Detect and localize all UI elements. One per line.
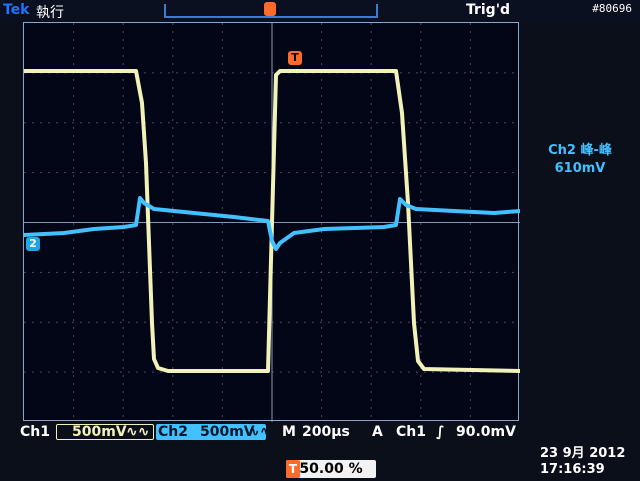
ch1-label[interactable]: Ch1	[20, 424, 50, 440]
bottom-status-bar: Ch1 500mV ∿∿ Ch2 500mV ∿∿ M 200µs A Ch1 …	[0, 422, 640, 481]
top-status-bar: Tek 執行 Trig'd #80696	[0, 0, 640, 22]
trigger-mode: A	[372, 424, 383, 440]
trigger-position-value: 50.00 %	[299, 461, 363, 477]
image-id-label: #80696	[592, 2, 632, 15]
trigger-position-icon: T	[286, 460, 300, 478]
trigger-status: Trig'd	[465, 2, 510, 18]
waveform-screen: T 2	[23, 22, 520, 422]
trigger-position-percent: 50.00 %	[286, 460, 376, 478]
measurement-label: Ch2 峰-峰	[548, 143, 612, 158]
ch1-scale-value[interactable]: 500mV	[72, 424, 127, 440]
ch1-scale-box[interactable]	[56, 424, 154, 440]
ch2-label[interactable]: Ch2	[158, 424, 188, 440]
date-label: 23 9月 2012	[540, 446, 626, 461]
record-trigger-marker	[264, 2, 276, 16]
run-status: 執行	[36, 5, 64, 21]
timebase-label: M	[282, 424, 296, 440]
scope-grid-and-traces	[24, 23, 520, 422]
ch2-scale-box[interactable]	[156, 424, 266, 440]
record-view-bar	[164, 4, 378, 18]
ch2-waveform	[24, 196, 520, 251]
ch1-waveform	[24, 69, 520, 373]
time-label: 17:16:39	[540, 462, 605, 477]
ch1-coupling-icon: ∿∿	[126, 424, 150, 440]
trigger-position-marker[interactable]: T	[288, 51, 302, 65]
ch2-coupling-icon: ∿∿	[248, 424, 272, 440]
timebase-value[interactable]: 200µs	[302, 424, 350, 440]
trigger-level[interactable]: 90.0mV	[456, 424, 516, 440]
ch2-scale-value[interactable]: 500mV	[200, 424, 255, 440]
measurement-readout: Ch2 峰-峰 610mV	[530, 142, 630, 178]
trigger-slope-icon: ∫	[436, 424, 445, 440]
brand-logo: Tek	[3, 2, 30, 18]
ch2-ground-marker[interactable]: 2	[26, 237, 40, 251]
datetime: 23 9月 2012 17:16:39	[540, 446, 640, 478]
trigger-source[interactable]: Ch1	[396, 424, 426, 440]
measurement-value: 610mV	[554, 161, 606, 176]
